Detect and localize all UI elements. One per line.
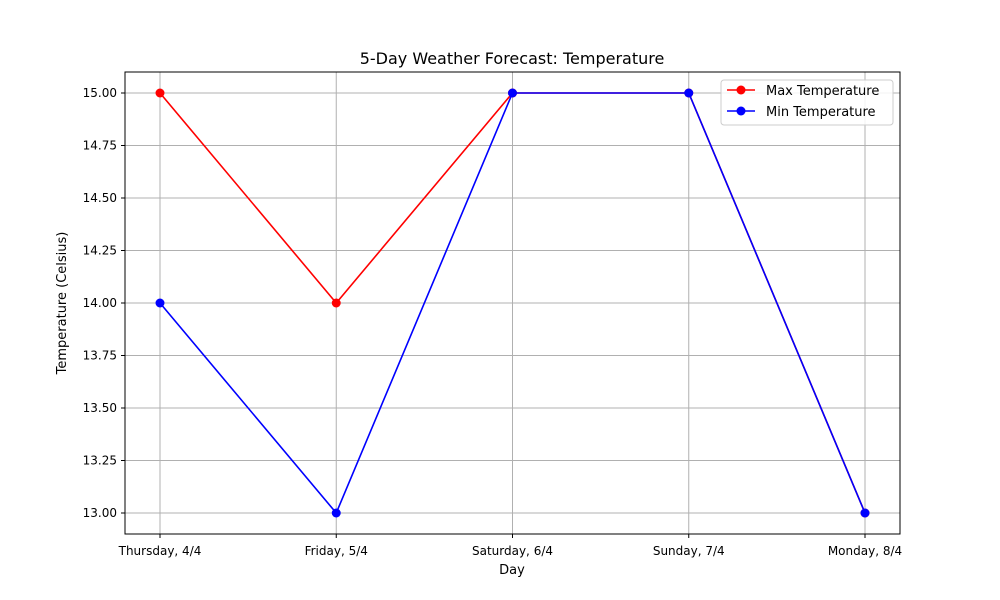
axis-ticks: Thursday, 4/4 Friday, 5/4 Saturday, 6/4 Sun… (83, 86, 903, 558)
x-tick-label: Saturday, 6/4 (472, 544, 553, 558)
legend: Max Temperature Min Temperature (720, 79, 894, 126)
chart-title: 5-Day Weather Forecast: Temperature (360, 49, 665, 68)
x-axis-label: Day (499, 563, 525, 578)
x-tick-label: Monday, 8/4 (828, 544, 902, 558)
x-tick-label: Sunday, 7/4 (653, 544, 725, 558)
series-layer (155, 88, 870, 518)
legend-label: Max Temperature (766, 84, 879, 99)
y-tick-label: 13.00 (83, 506, 117, 520)
data-point (860, 508, 870, 518)
y-tick-label: 13.50 (83, 401, 117, 415)
series-min-temperature (155, 88, 870, 518)
data-point (155, 298, 165, 308)
data-point (508, 88, 517, 98)
grid-lines (125, 72, 900, 534)
legend-box (720, 79, 894, 126)
x-tick-label: Thursday, 4/4 (118, 544, 202, 558)
y-tick-label: 14.00 (83, 296, 117, 310)
y-tick-label: 14.50 (83, 191, 117, 205)
legend-label: Min Temperature (766, 105, 876, 120)
data-point (331, 508, 341, 518)
y-tick-label: 13.75 (83, 349, 117, 363)
y-tick-label: 14.25 (83, 244, 117, 258)
legend-marker (736, 85, 746, 95)
data-point (155, 88, 165, 98)
data-point (331, 298, 341, 308)
data-point (684, 88, 694, 98)
y-tick-label: 13.25 (83, 454, 117, 468)
x-tick-label: Friday, 5/4 (305, 544, 368, 558)
y-tick-label: 15.00 (83, 86, 117, 100)
y-tick-label: 14.75 (83, 139, 117, 153)
legend-marker (736, 106, 746, 116)
y-axis-label: Temperature (Celsius) (55, 232, 70, 376)
